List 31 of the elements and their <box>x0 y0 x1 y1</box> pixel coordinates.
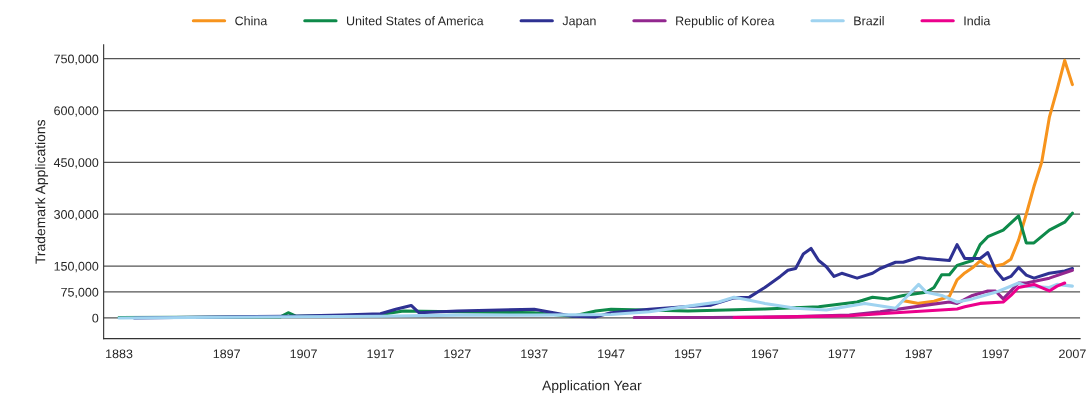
y-tick-label: 600,000 <box>54 106 99 117</box>
y-tick-label: 150,000 <box>54 261 99 273</box>
y-tick-label: 450,000 <box>53 158 99 169</box>
legend-label: Republic of Korea <box>676 16 775 28</box>
x-tick-label: 1937 <box>521 349 548 359</box>
y-tick-label: 0 <box>92 313 99 323</box>
legend-label: Brazil <box>854 16 884 26</box>
x-tick-label: 1987 <box>905 349 932 359</box>
x-tick-label: 1897 <box>213 349 240 359</box>
x-tick-label: 1977 <box>828 349 856 359</box>
line-series <box>901 58 1074 305</box>
x-tick-label: 1927 <box>444 349 471 359</box>
x-tick-label: 1997 <box>982 349 1009 359</box>
x-tick-label: 1883 <box>106 349 133 359</box>
y-tick-label: 750,000 <box>54 54 99 65</box>
x-tick-label: 1947 <box>598 349 625 359</box>
x-tick-label: 2007 <box>1059 349 1086 359</box>
x-tick-label: 1907 <box>290 349 317 359</box>
line-series <box>117 281 1074 320</box>
legend-label: Japan <box>562 16 596 28</box>
legend-label: India <box>964 16 991 26</box>
line-series <box>732 281 1067 320</box>
y-tick-label: 75,000 <box>61 287 99 299</box>
x-tick-label: 1967 <box>751 349 779 359</box>
legend-label: United States of America <box>346 16 484 26</box>
legend-label: China <box>235 16 268 26</box>
x-tick-label: 1917 <box>367 349 394 359</box>
y-tick-label: 300,000 <box>54 210 99 221</box>
y-axis-title: Trademark Applications <box>35 119 49 264</box>
x-tick-label: 1957 <box>675 349 702 359</box>
x-axis-title: Application Year <box>542 380 642 394</box>
